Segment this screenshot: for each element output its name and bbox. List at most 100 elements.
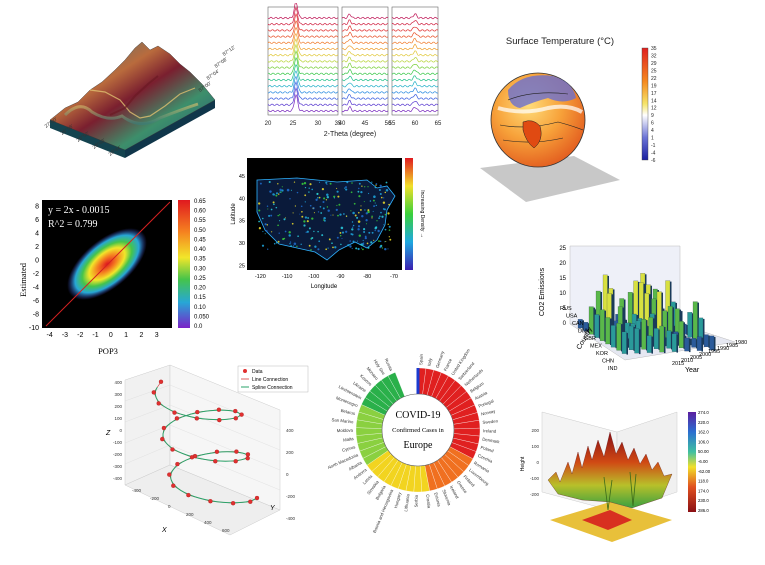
helix-data-point	[186, 492, 191, 498]
map-density-dot	[349, 245, 352, 248]
map-xlabel: Longitude	[311, 284, 338, 290]
xrd-xlabel: 2-Theta (degree)	[324, 131, 377, 138]
co2-country-tick: KOR	[596, 351, 608, 357]
xrd-trace-line	[341, 75, 389, 82]
xrd-trace-line	[267, 93, 339, 113]
map-density-dot	[380, 211, 382, 214]
map-density-dot	[276, 192, 278, 195]
helix-ytick: -400	[286, 516, 296, 521]
map-density-dot	[356, 240, 359, 242]
map-density-dot	[364, 235, 367, 238]
map-density-dot	[284, 230, 287, 233]
co2-bar-side	[674, 325, 676, 336]
covid-country-label: Portugal	[478, 398, 495, 408]
map-density-dot	[289, 198, 291, 200]
map-density-dot	[358, 211, 360, 214]
co2-bar-side	[670, 281, 672, 326]
globe-colorbar-tick: 12	[651, 106, 657, 112]
covid-country-label: San Marino	[331, 417, 354, 424]
xrd-trace-line	[341, 99, 389, 107]
map-density-dot	[351, 182, 353, 184]
co2-bar-side	[639, 329, 641, 355]
map-density-dot	[331, 242, 333, 245]
density-ytick: 2	[35, 244, 39, 251]
map-density-dot	[326, 193, 329, 196]
surface-ztick: 200	[531, 428, 539, 433]
map-density-dot	[317, 248, 320, 251]
covid-country-label: Denmark	[482, 437, 501, 445]
helix-data-point	[174, 416, 180, 421]
map-density-dot	[385, 241, 387, 242]
map-density-dot	[358, 195, 361, 198]
density-colorbar-tick: 0.15	[194, 295, 206, 301]
xrd-trace-line	[267, 6, 339, 26]
xrd-trace-line	[267, 49, 339, 69]
surface-spikes	[603, 471, 637, 511]
co2-country-tick: CAN	[572, 321, 584, 327]
map-density-dot	[286, 188, 290, 192]
map-xtick: -100	[308, 274, 319, 280]
map-density-dot	[353, 202, 356, 205]
covid-country-label: Austria	[474, 390, 489, 401]
map-density-dot	[261, 244, 265, 247]
xrd-trace-line	[391, 13, 439, 20]
xrd-trace-line	[341, 25, 389, 32]
map-density-dot	[360, 205, 362, 207]
helix-data-point	[254, 495, 260, 501]
co2-bar-side	[599, 315, 601, 339]
surface-zlabel: Height	[520, 456, 526, 471]
map-density-dot	[306, 230, 309, 233]
map-density-dot	[343, 213, 345, 215]
map-density-dot	[351, 226, 354, 228]
globe-colorbar-tick: 14	[651, 98, 657, 104]
helix-data-point	[248, 499, 253, 504]
map-density-dot	[303, 182, 307, 185]
map-density-dot	[387, 212, 390, 215]
helix-legend-spline: Spline Connection	[252, 385, 293, 391]
helix-grid-line	[124, 404, 171, 423]
co2-bar	[634, 328, 640, 354]
xrd-xtick: 30	[315, 121, 322, 127]
map-density-dot	[350, 233, 353, 235]
co2-country-tick: IND	[608, 366, 618, 372]
map-density-dot	[313, 212, 315, 214]
helix-data-point	[160, 436, 165, 442]
map-density-dot	[360, 247, 362, 249]
co2-ztick: 5	[563, 306, 567, 312]
covid-country-label: Ireland	[483, 428, 497, 433]
terrain-valley	[109, 75, 159, 116]
map-density-dot	[384, 247, 387, 251]
map-density-dot	[352, 211, 355, 215]
xrd-trace-line	[341, 45, 389, 51]
map-density-dot	[357, 220, 361, 223]
map-density-dot	[275, 194, 278, 197]
map-density-dot	[270, 214, 273, 217]
map-density-dot	[277, 240, 280, 243]
xrd-trace-line	[391, 37, 439, 45]
map-density-dot	[385, 181, 388, 184]
surface-colorbar-tick: 106.0	[698, 439, 709, 444]
map-density-dot	[288, 234, 291, 237]
co2-bar	[666, 330, 672, 349]
xrd-xtick: 60	[412, 121, 419, 127]
map-density-dot	[310, 238, 312, 240]
co2-bar-side	[611, 294, 613, 339]
map-density-dot	[388, 229, 391, 231]
map-density-dot	[289, 241, 292, 243]
map-density-dot	[293, 242, 297, 245]
helix-axis-y: Y	[270, 505, 276, 512]
co2-bar	[709, 335, 715, 351]
co2-ztick: 20	[559, 261, 566, 267]
globe-colorbar-tick: 4	[651, 128, 654, 134]
co2-year-tick: 1985	[726, 343, 738, 349]
co2-bar-side	[692, 313, 694, 339]
map-density-dot	[345, 230, 348, 233]
co2-bar-side	[610, 318, 612, 345]
xrd-trace-line	[267, 0, 339, 20]
co2-bar	[641, 318, 647, 350]
helix-data-point	[245, 456, 250, 461]
helix-data-point	[189, 455, 195, 460]
map-density-dot	[264, 223, 267, 226]
co2-bar-side	[582, 320, 584, 329]
map-density-dot	[303, 224, 306, 227]
